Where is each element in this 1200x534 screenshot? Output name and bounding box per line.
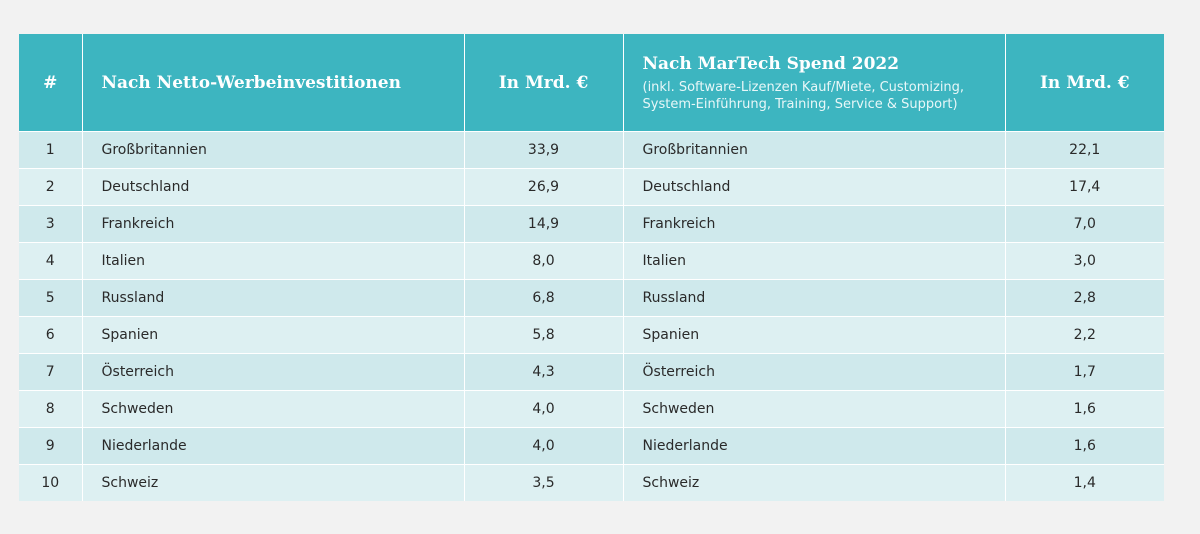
- rank-cell: 1: [19, 131, 83, 169]
- martech-value-cell: 1,6: [1005, 390, 1164, 428]
- martech-country-cell: Italien: [623, 242, 1006, 280]
- martech-value-cell: 1,6: [1005, 427, 1164, 465]
- header-martech-label: Nach MarTech Spend 2022: [642, 53, 900, 74]
- martech-value-cell: 7,0: [1005, 205, 1164, 243]
- martech-value-cell: 22,1: [1005, 131, 1164, 169]
- net-value-cell: 26,9: [464, 168, 624, 206]
- net-country-cell: Frankreich: [82, 205, 465, 243]
- martech-country-cell: Russland: [623, 279, 1006, 317]
- table-row: 1 Großbritannien 33,9 Großbritannien 22,…: [19, 131, 1164, 169]
- ranking-table: # Nach Netto-Werbeinvestitionen In Mrd. …: [19, 34, 1164, 501]
- net-value-cell: 4,3: [464, 353, 624, 391]
- net-country-cell: Russland: [82, 279, 465, 317]
- net-country-cell: Deutschland: [82, 168, 465, 206]
- table-body: 1 Großbritannien 33,9 Großbritannien 22,…: [19, 131, 1164, 501]
- table-row: 7 Österreich 4,3 Österreich 1,7: [19, 353, 1164, 391]
- martech-value-cell: 3,0: [1005, 242, 1164, 280]
- table-row: 2 Deutschland 26,9 Deutschland 17,4: [19, 168, 1164, 206]
- rank-cell: 3: [19, 205, 83, 243]
- table-row: 8 Schweden 4,0 Schweden 1,6: [19, 390, 1164, 428]
- rank-cell: 4: [19, 242, 83, 280]
- martech-value-cell: 17,4: [1005, 168, 1164, 206]
- ranking-table-container: # Nach Netto-Werbeinvestitionen In Mrd. …: [19, 34, 1164, 501]
- net-value-cell: 6,8: [464, 279, 624, 317]
- net-country-cell: Schweiz: [82, 464, 465, 501]
- martech-country-cell: Deutschland: [623, 168, 1006, 206]
- table-row: 9 Niederlande 4,0 Niederlande 1,6: [19, 427, 1164, 465]
- net-country-cell: Niederlande: [82, 427, 465, 465]
- table-row: 4 Italien 8,0 Italien 3,0: [19, 242, 1164, 280]
- table-row: 10 Schweiz 3,5 Schweiz 1,4: [19, 464, 1164, 501]
- rank-cell: 6: [19, 316, 83, 354]
- net-country-cell: Spanien: [82, 316, 465, 354]
- rank-cell: 5: [19, 279, 83, 317]
- rank-cell: 9: [19, 427, 83, 465]
- martech-value-cell: 2,2: [1005, 316, 1164, 354]
- martech-country-cell: Frankreich: [623, 205, 1006, 243]
- martech-country-cell: Schweiz: [623, 464, 1006, 501]
- martech-country-cell: Großbritannien: [623, 131, 1006, 169]
- net-country-cell: Italien: [82, 242, 465, 280]
- header-martech-unit: In Mrd. €: [1005, 34, 1164, 132]
- net-country-cell: Österreich: [82, 353, 465, 391]
- header-row: # Nach Netto-Werbeinvestitionen In Mrd. …: [19, 34, 1164, 132]
- martech-country-cell: Österreich: [623, 353, 1006, 391]
- rank-cell: 10: [19, 464, 83, 501]
- martech-value-cell: 2,8: [1005, 279, 1164, 317]
- net-value-cell: 3,5: [464, 464, 624, 501]
- header-rank: #: [19, 34, 83, 132]
- header-martech-note: (inkl. Software-Lizenzen Kauf/Miete, Cus…: [642, 79, 965, 112]
- rank-cell: 7: [19, 353, 83, 391]
- table-row: 3 Frankreich 14,9 Frankreich 7,0: [19, 205, 1164, 243]
- martech-value-cell: 1,4: [1005, 464, 1164, 501]
- net-value-cell: 8,0: [464, 242, 624, 280]
- header-martech: Nach MarTech Spend 2022 (inkl. Software-…: [623, 34, 1006, 132]
- net-value-cell: 33,9: [464, 131, 624, 169]
- table-header: # Nach Netto-Werbeinvestitionen In Mrd. …: [19, 34, 1164, 132]
- net-country-cell: Großbritannien: [82, 131, 465, 169]
- net-value-cell: 14,9: [464, 205, 624, 243]
- martech-country-cell: Niederlande: [623, 427, 1006, 465]
- rank-cell: 2: [19, 168, 83, 206]
- header-net-investment: Nach Netto-Werbeinvestitionen: [82, 34, 465, 132]
- net-country-cell: Schweden: [82, 390, 465, 428]
- martech-country-cell: Schweden: [623, 390, 1006, 428]
- net-value-cell: 4,0: [464, 390, 624, 428]
- rank-cell: 8: [19, 390, 83, 428]
- table-row: 6 Spanien 5,8 Spanien 2,2: [19, 316, 1164, 354]
- table-row: 5 Russland 6,8 Russland 2,8: [19, 279, 1164, 317]
- martech-value-cell: 1,7: [1005, 353, 1164, 391]
- header-net-investment-label: Nach Netto-Werbeinvestitionen: [101, 72, 401, 93]
- martech-country-cell: Spanien: [623, 316, 1006, 354]
- net-value-cell: 4,0: [464, 427, 624, 465]
- header-net-unit: In Mrd. €: [464, 34, 624, 132]
- net-value-cell: 5,8: [464, 316, 624, 354]
